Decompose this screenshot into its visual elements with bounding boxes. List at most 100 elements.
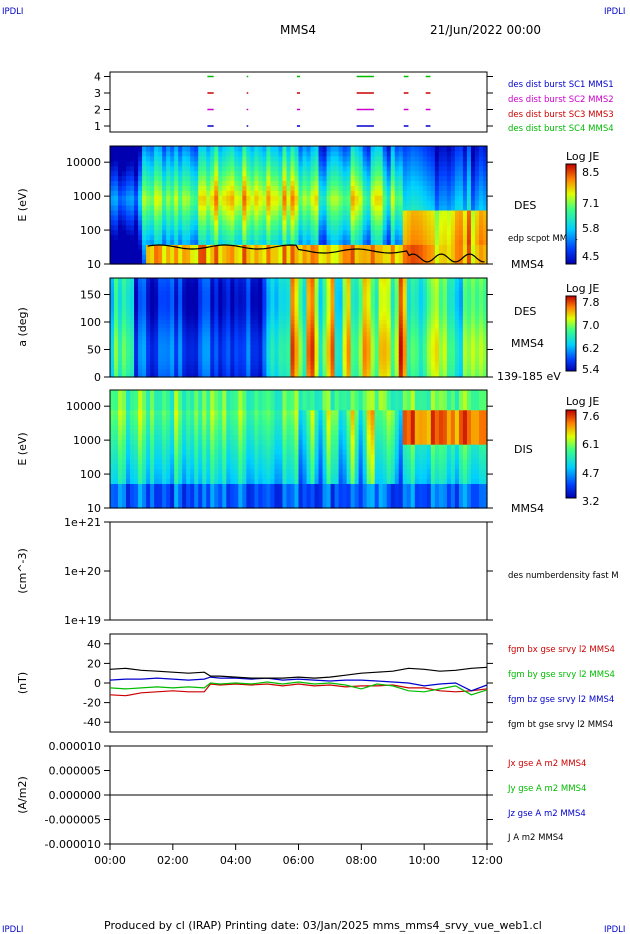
des-pitch-pixel: [318, 335, 324, 341]
des-pitch-pixel: [134, 282, 139, 287]
des-pitch-pixel: [402, 294, 408, 300]
des-pitch-pixel: [478, 360, 484, 366]
des-energy-pixel: [398, 200, 404, 206]
des-pitch-pixel: [398, 290, 404, 296]
des-energy-pixel: [354, 205, 360, 211]
des-pitch-pixel: [406, 331, 412, 337]
des-pitch-pixel: [362, 315, 368, 320]
des-pitch-pixel: [406, 360, 412, 366]
des-energy-pixel: [370, 239, 376, 245]
des-pitch-pixel: [282, 339, 288, 345]
des-energy-pixel: [178, 185, 183, 191]
des-pitch-pixel: [246, 319, 251, 324]
des-pitch-pixel: [306, 364, 312, 370]
des-pitch-pixel: [474, 339, 480, 345]
des-energy-pixel: [142, 180, 147, 186]
des-pitch-pixel: [154, 323, 159, 329]
des-energy-pixel: [454, 214, 460, 221]
des-energy-pixel: [466, 160, 472, 167]
energy-y-label: 10: [87, 258, 101, 271]
des-energy-pixel: [218, 175, 223, 182]
des-pitch-pixel: [290, 302, 296, 308]
dis-energy-pixel: [142, 458, 147, 465]
des-energy-pixel: [470, 224, 476, 231]
des-energy-pixel: [286, 209, 292, 216]
des-pitch-pixel: [182, 352, 187, 357]
dis-energy-pixel: [134, 409, 139, 416]
des-pitch-pixel: [230, 348, 235, 353]
des-pitch-pixel: [150, 294, 155, 300]
des-pitch-pixel: [362, 282, 368, 287]
des-pitch-pixel: [166, 348, 171, 353]
dis-energy-pixel: [150, 478, 155, 485]
des-pitch-pixel: [314, 352, 320, 357]
des-pitch-pixel: [158, 315, 163, 320]
des-pitch-pixel: [266, 294, 272, 300]
des-energy-pixel: [426, 254, 432, 260]
des-energy-pixel: [394, 209, 400, 216]
des-energy-pixel: [386, 175, 392, 182]
des-energy-pixel: [354, 180, 360, 186]
des-energy-pixel: [390, 200, 396, 206]
des-pitch-pixel: [206, 331, 211, 337]
des-energy-pixel: [238, 259, 243, 265]
des-pitch-pixel: [298, 319, 304, 324]
des-pitch-pixel: [458, 372, 464, 378]
des-pitch-pixel: [290, 278, 296, 283]
des-energy-pixel: [346, 209, 352, 216]
des-pitch-pixel: [358, 311, 364, 316]
des-energy-pixel: [334, 175, 340, 182]
des-energy-pixel: [290, 205, 296, 211]
des-energy-pixel: [322, 150, 328, 157]
des-pitch-pixel: [334, 372, 340, 378]
des-energy-pixel: [218, 259, 223, 265]
des-pitch-pixel: [422, 368, 428, 374]
dis-energy-pixel: [166, 483, 171, 489]
des-energy-pixel: [114, 190, 119, 196]
des-energy-pixel: [462, 146, 468, 152]
des-pitch-pixel: [418, 286, 424, 291]
des-energy-colorbar-title: Log JE: [566, 150, 599, 163]
des-pitch-pixel: [318, 372, 324, 378]
des-pitch-pixel: [286, 315, 292, 320]
des-energy-pixel: [398, 209, 404, 216]
des-energy-pixel: [354, 170, 360, 177]
des-energy-pixel: [374, 170, 380, 177]
des-energy-pixel: [146, 259, 151, 265]
dis-energy-pixel: [142, 434, 147, 440]
des-pitch-pixel: [110, 372, 115, 378]
dis-energy-pixel: [146, 453, 151, 460]
des-pitch-pixel: [338, 364, 344, 370]
des-pitch-pixel: [234, 294, 239, 300]
des-pitch-pixel: [290, 315, 296, 320]
des-energy-pixel: [190, 219, 195, 226]
des-energy-pixel: [138, 239, 143, 245]
des-pitch-pixel: [242, 298, 247, 304]
dis-energy-pixel: [142, 414, 147, 421]
des-energy-pixel: [346, 160, 352, 167]
des-energy-pixel: [322, 259, 328, 265]
des-pitch-pixel: [290, 319, 296, 324]
des-pitch-pixel: [206, 364, 211, 370]
des-pitch-pixel: [190, 356, 195, 362]
des-pitch-pixel: [390, 372, 396, 378]
des-energy-pixel: [386, 224, 392, 231]
des-pitch-pixel: [266, 290, 272, 296]
des-energy-pixel: [310, 146, 316, 152]
des-energy-pixel: [386, 244, 392, 250]
dis-energy-pixel: [142, 439, 147, 445]
des-pitch-pixel: [334, 331, 340, 337]
des-energy-pixel: [390, 239, 396, 245]
des-energy-pixel: [286, 160, 292, 167]
des-pitch-pixel: [154, 286, 159, 291]
des-pitch-pixel: [310, 352, 316, 357]
des-pitch-pixel: [254, 335, 259, 341]
des-energy-pixel: [398, 239, 404, 245]
des-energy-pixel: [122, 165, 127, 172]
des-energy-pixel: [446, 155, 452, 162]
des-energy-pixel: [478, 254, 484, 260]
des-energy-pixel: [162, 160, 167, 167]
des-energy-pixel: [410, 190, 416, 196]
des-energy-pixel: [462, 239, 468, 245]
des-pitch-pixel: [426, 344, 432, 349]
